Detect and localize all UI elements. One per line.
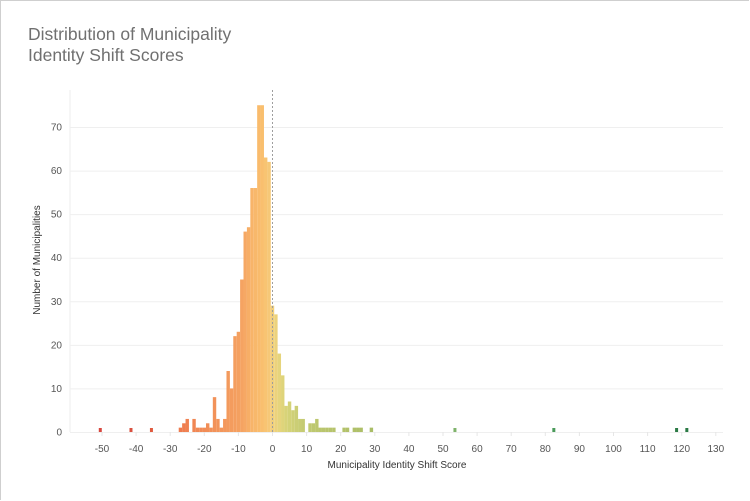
histogram-bar[interactable] <box>129 428 133 432</box>
histogram-bar[interactable] <box>185 418 189 432</box>
x-axis-label: Municipality Identity Shift Score <box>328 460 467 471</box>
x-tick-label: -20 <box>197 444 212 455</box>
histogram-bar[interactable] <box>301 418 305 432</box>
x-tick-label: 60 <box>472 444 484 455</box>
histogram-bar[interactable] <box>318 427 322 432</box>
histogram-bar[interactable] <box>345 427 350 432</box>
x-tick-label: 0 <box>270 444 276 455</box>
histogram-bar[interactable] <box>291 410 295 432</box>
x-tick-label: 90 <box>574 444 586 455</box>
histogram-bar[interactable] <box>267 161 271 432</box>
histogram-bar[interactable] <box>260 105 264 432</box>
histogram-bar[interactable] <box>253 188 258 432</box>
histogram-bar[interactable] <box>369 427 374 432</box>
histogram-bar[interactable] <box>243 231 247 432</box>
histogram-bar[interactable] <box>226 371 230 432</box>
histogram-bar[interactable] <box>298 418 302 432</box>
x-tick-label: 40 <box>403 444 415 455</box>
histogram-bar[interactable] <box>209 427 213 432</box>
y-axis-ticks: 0 10 20 30 40 50 60 70 <box>51 123 63 439</box>
x-tick-label: -10 <box>231 444 246 455</box>
histogram-bar[interactable] <box>223 418 227 432</box>
histogram-bar[interactable] <box>342 427 346 432</box>
y-tick-label: 60 <box>51 166 63 177</box>
histogram-bar[interactable] <box>182 423 186 432</box>
histogram-bar[interactable] <box>332 427 336 432</box>
histogram-bar[interactable] <box>284 405 288 432</box>
x-tick-label: 70 <box>506 444 518 455</box>
chart-title-line-2: Identity Shift Scores <box>28 45 184 65</box>
x-tick-label: 100 <box>605 444 622 455</box>
x-tick-label: 20 <box>335 444 347 455</box>
y-tick-label: 10 <box>51 384 63 395</box>
histogram-bar[interactable] <box>98 428 102 432</box>
histogram-bar[interactable] <box>202 427 206 432</box>
histogram-bar[interactable] <box>270 305 275 432</box>
histogram-bar[interactable] <box>308 423 312 432</box>
chart-title: Distribution of Municipality Identity Sh… <box>28 24 231 66</box>
histogram-bar[interactable] <box>216 418 220 432</box>
histogram-bar[interactable] <box>149 428 153 432</box>
x-tick-label: -50 <box>95 444 110 455</box>
histogram-bar[interactable] <box>233 336 237 432</box>
histogram-bar[interactable] <box>311 423 316 432</box>
gridlines <box>69 90 723 436</box>
x-tick-label: 10 <box>301 444 313 455</box>
histogram-bar[interactable] <box>552 428 556 432</box>
histogram-bar[interactable] <box>359 427 363 432</box>
y-tick-label: 40 <box>51 253 63 264</box>
histogram-bar[interactable] <box>192 418 196 432</box>
histogram-bar[interactable] <box>178 427 183 432</box>
histogram-bar[interactable] <box>229 388 234 432</box>
x-tick-label: 120 <box>673 444 690 455</box>
histogram-bar[interactable] <box>356 427 360 432</box>
histogram-bar[interactable] <box>257 105 261 432</box>
histogram-bar[interactable] <box>453 428 457 432</box>
histogram-bar[interactable] <box>294 405 299 432</box>
histogram-bar[interactable] <box>352 427 357 432</box>
histogram-bar[interactable] <box>325 427 329 432</box>
histogram-bar[interactable] <box>212 397 217 432</box>
chart-title-line-1: Distribution of Municipality <box>28 24 232 44</box>
histogram-bar[interactable] <box>263 157 268 432</box>
x-axis-ticks: -50 -40 -30 -20 -10 0 10 20 30 40 50 60 70 80 90 100 110… <box>95 444 725 455</box>
x-tick-label: 110 <box>640 444 656 455</box>
histogram-bar[interactable] <box>236 331 241 432</box>
histogram-bar[interactable] <box>321 427 326 432</box>
x-tick-label: -40 <box>129 444 144 455</box>
histogram-bar[interactable] <box>219 427 224 432</box>
histogram-bar[interactable] <box>675 428 679 432</box>
x-tick-label: 130 <box>707 444 724 455</box>
histogram-bar[interactable] <box>206 423 210 432</box>
y-tick-label: 20 <box>51 340 63 351</box>
histogram-bar[interactable] <box>274 314 278 432</box>
histogram-bar[interactable] <box>199 427 203 432</box>
x-tick-label: 80 <box>540 444 552 455</box>
histogram-bar[interactable] <box>287 401 292 433</box>
histogram-bar[interactable] <box>195 427 200 432</box>
histogram-bar[interactable] <box>328 427 333 432</box>
x-tick-label: 30 <box>369 444 381 455</box>
x-tick-label: -30 <box>163 444 178 455</box>
histogram-bar[interactable] <box>281 375 285 432</box>
histogram-bar[interactable] <box>240 279 244 433</box>
histogram-bars <box>98 105 689 433</box>
y-tick-label: 70 <box>51 123 63 134</box>
histogram-bar[interactable] <box>250 188 254 432</box>
histogram-bar[interactable] <box>315 418 319 432</box>
histogram-bar[interactable] <box>685 428 689 432</box>
y-tick-label: 0 <box>56 428 62 439</box>
x-tick-label: 50 <box>437 444 449 455</box>
histogram-bar[interactable] <box>246 227 251 432</box>
y-axis-label: Number of Municipalities <box>32 205 43 315</box>
y-tick-label: 50 <box>51 210 63 221</box>
histogram-bar[interactable] <box>277 353 282 432</box>
y-tick-label: 30 <box>51 297 63 308</box>
